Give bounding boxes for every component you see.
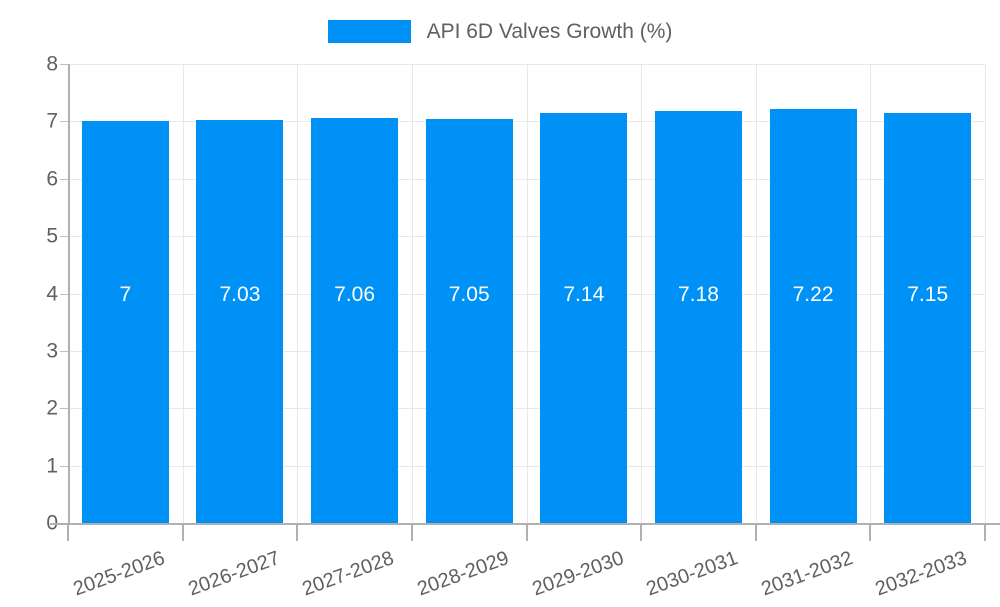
gridline-horizontal — [68, 121, 985, 123]
y-axis-tick — [60, 64, 68, 65]
bar-value-label: 7.22 — [792, 282, 834, 306]
y-axis-tick — [60, 408, 68, 410]
legend-color-swatch-icon — [327, 19, 411, 43]
bar[interactable]: 7.18 — [654, 111, 742, 523]
y-axis-tick — [60, 236, 68, 238]
gridline-vertical — [527, 64, 528, 523]
gridline-horizontal — [68, 408, 985, 410]
gridline-vertical — [297, 64, 298, 523]
gridline-horizontal — [68, 293, 985, 295]
bar-value-label: 7.03 — [219, 282, 261, 306]
bar-value-label: 7.14 — [563, 282, 605, 306]
x-axis-line — [50, 523, 1000, 525]
y-axis-tick — [60, 178, 68, 180]
bar[interactable]: 7.06 — [311, 117, 399, 523]
gridline-vertical — [870, 64, 871, 523]
plot-area: 012345678 77.037.067.057.147.187.227.15 … — [46, 54, 1000, 600]
gridline-vertical — [412, 64, 413, 523]
bar-value-label: 7.05 — [448, 282, 490, 306]
bar[interactable]: 7 — [81, 121, 169, 523]
chart-legend: API 6D Valves Growth (%) — [0, 14, 1000, 48]
gridline-horizontal — [68, 236, 985, 238]
gridline-horizontal — [68, 178, 985, 180]
y-axis-tick — [60, 121, 68, 123]
x-axis-tick-label: 2028-2029 — [414, 547, 512, 601]
x-axis-tick — [984, 523, 986, 541]
y-axis-tick-label: 5 — [46, 224, 58, 248]
x-axis-tick — [640, 523, 642, 541]
bar-value-label: 7 — [119, 282, 132, 306]
legend-label: API 6D Valves Growth (%) — [426, 19, 673, 43]
bar[interactable]: 7.03 — [196, 119, 284, 523]
gridline-horizontal — [68, 350, 985, 352]
x-axis-tick-label: 2026-2027 — [185, 547, 283, 601]
x-axis-tick-label: 2025-2026 — [70, 547, 168, 601]
gridline-horizontal — [68, 465, 985, 467]
y-axis-tick-label: 2 — [46, 396, 58, 420]
gridline-vertical — [183, 64, 184, 523]
x-axis-tick — [411, 523, 413, 541]
x-axis-tick — [526, 523, 528, 541]
y-axis-tick — [60, 293, 68, 295]
gridline-vertical — [641, 64, 642, 523]
y-axis-line — [68, 64, 70, 523]
y-axis-tick-label: 4 — [46, 282, 58, 305]
x-axis-tick — [296, 523, 298, 541]
y-axis-tick — [60, 465, 68, 467]
x-axis-tick-label: 2032-2033 — [872, 547, 971, 601]
legend-item-api-6d-valves-growth[interactable]: API 6D Valves Growth (%) — [327, 19, 673, 43]
y-axis-tick-label: 8 — [46, 52, 58, 76]
bar-value-label: 7.15 — [907, 282, 949, 306]
y-axis-tick-label: 7 — [46, 109, 58, 133]
bar-value-label: 7.06 — [334, 282, 375, 306]
gridline-vertical — [756, 64, 757, 523]
bar[interactable]: 7.15 — [884, 112, 972, 523]
y-axis-tick-label: 6 — [46, 167, 58, 191]
x-axis-tick — [67, 523, 69, 541]
bar-value-label: 7.18 — [678, 282, 719, 306]
gridline-vertical — [985, 64, 986, 523]
gridline-horizontal — [68, 64, 985, 65]
y-axis-tick — [60, 350, 68, 352]
x-axis-tick — [182, 523, 184, 541]
x-axis-tick-label: 2027-2028 — [299, 547, 398, 601]
y-axis-tick-label: 1 — [46, 454, 58, 478]
y-axis-tick-label: 3 — [46, 339, 58, 363]
bar[interactable]: 7.14 — [540, 113, 628, 523]
x-axis-tick — [755, 523, 757, 541]
x-axis-tick-label: 2030-2031 — [643, 547, 741, 601]
bar[interactable]: 7.22 — [769, 108, 857, 523]
x-axis-tick — [869, 523, 871, 541]
bar[interactable]: 7.05 — [425, 118, 513, 523]
x-axis-tick-label: 2029-2030 — [528, 547, 627, 601]
x-axis-tick-label: 2031-2032 — [758, 547, 856, 601]
